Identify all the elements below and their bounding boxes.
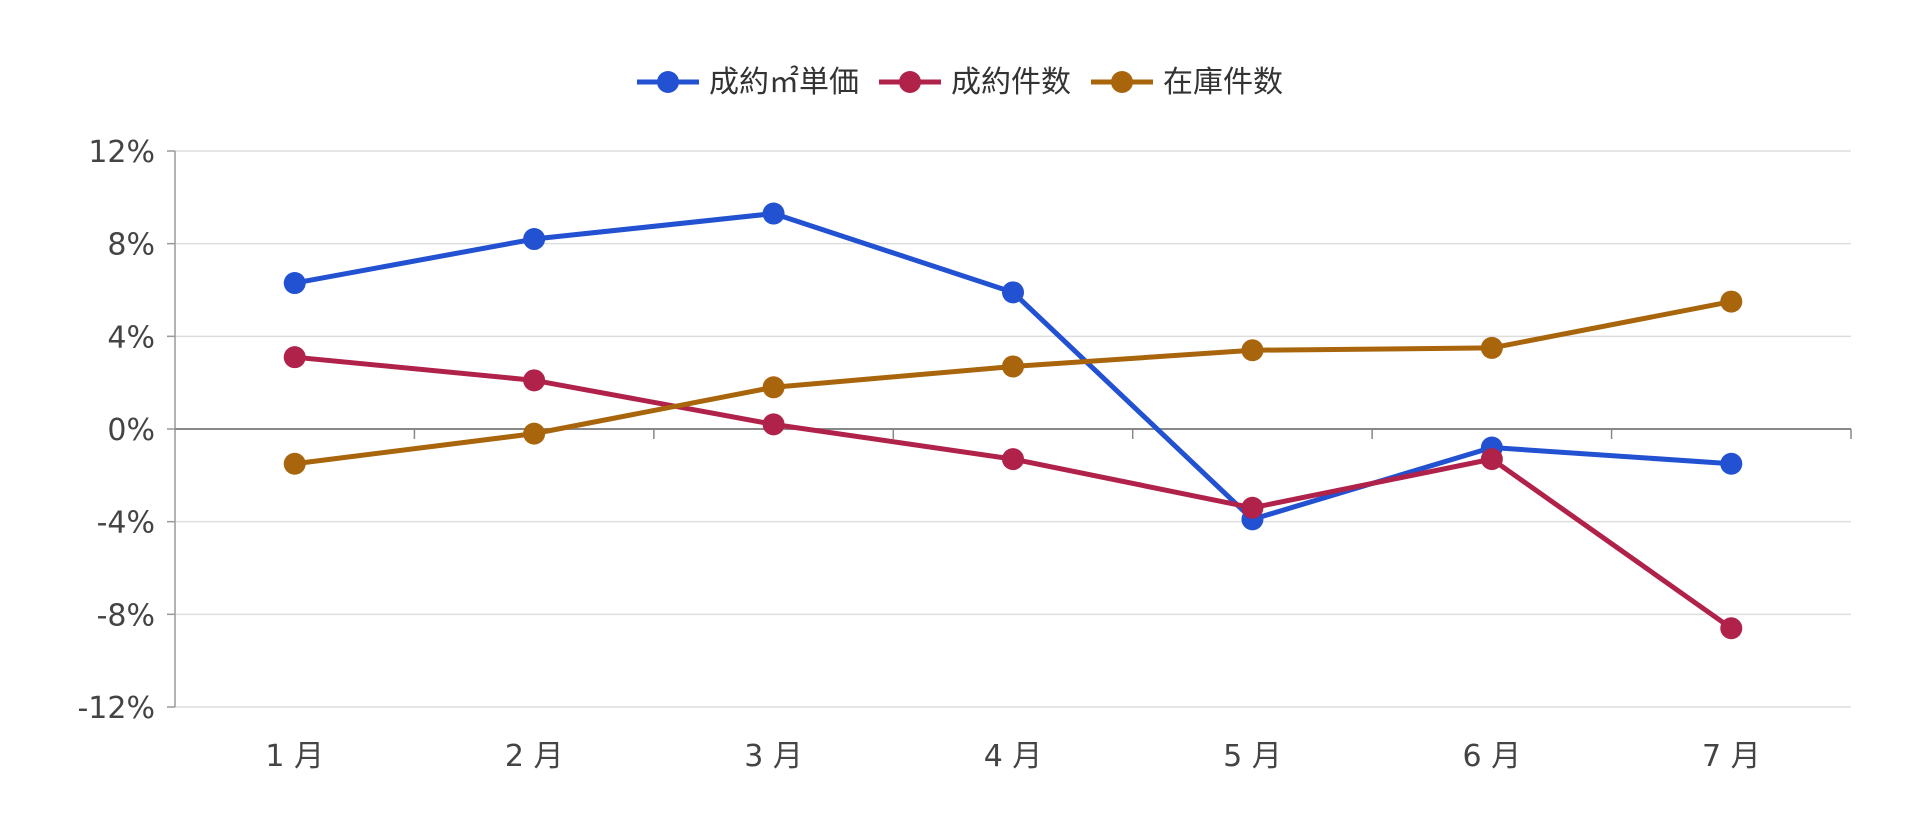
y-tick-labels: 12% 8% 4% 0% -4% -8% -12% <box>77 135 155 726</box>
data-point <box>1720 452 1743 475</box>
y-tick-label: -8% <box>97 598 155 633</box>
data-point <box>762 376 785 399</box>
x-tick-label: 7 月 <box>1702 739 1761 774</box>
series-lines <box>292 211 1734 631</box>
legend-label: 成約㎡単価 <box>709 65 859 100</box>
y-tick-label: 12% <box>88 135 155 170</box>
data-point <box>762 413 785 436</box>
x-tick-labels: 1 月 2 月 3 月 4 月 5 月 6 月 7 月 <box>265 739 1760 774</box>
data-point <box>1002 448 1024 471</box>
series-line-2 <box>292 299 1734 467</box>
x-tick-label: 1 月 <box>265 739 324 774</box>
y-tick-label: 8% <box>107 228 155 263</box>
x-tick-label: 2 月 <box>505 739 564 774</box>
gridlines <box>175 150 1851 708</box>
legend-swatch-marker <box>1111 71 1133 93</box>
data-point <box>1720 290 1743 313</box>
legend-label: 在庫件数 <box>1163 65 1283 100</box>
data-point <box>1002 281 1024 304</box>
data-point <box>762 202 785 225</box>
data-point <box>283 272 306 295</box>
data-point <box>283 346 306 369</box>
axes <box>167 150 1852 708</box>
data-point <box>523 422 546 445</box>
data-point <box>1720 617 1743 640</box>
data-point <box>283 452 306 475</box>
y-tick-label: -12% <box>77 691 155 726</box>
legend-swatch-marker <box>657 71 679 93</box>
x-tick-label: 6 月 <box>1463 739 1522 774</box>
data-point <box>1002 355 1024 378</box>
series-points <box>283 202 1743 640</box>
y-tick-label: 4% <box>107 320 155 355</box>
x-tick-label: 3 月 <box>744 739 803 774</box>
data-point <box>1241 496 1264 519</box>
data-point <box>523 228 546 251</box>
data-point <box>1241 339 1264 362</box>
y-tick-label: 0% <box>107 413 155 448</box>
data-point <box>523 369 546 392</box>
legend: 成約㎡単価 成約件数 在庫件数 <box>637 65 1283 100</box>
x-tick-label: 4 月 <box>984 739 1043 774</box>
y-tick-label: -4% <box>97 506 155 541</box>
x-tick-label: 5 月 <box>1223 739 1282 774</box>
series-line-1 <box>292 354 1734 631</box>
data-point <box>1480 448 1503 471</box>
legend-swatch-marker <box>899 71 921 93</box>
legend-label: 成約件数 <box>951 65 1071 100</box>
data-point <box>1480 336 1503 359</box>
